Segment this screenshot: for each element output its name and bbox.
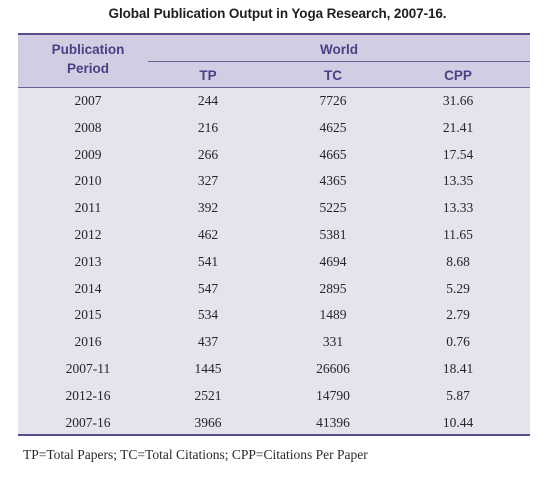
table-row: 2007-11 1445 26606 18.41 [18, 356, 530, 383]
cell-tp: 327 [197, 173, 219, 189]
cell-period: 2010 [74, 173, 102, 189]
cell-tc: 5225 [319, 200, 347, 216]
cell-period: 2013 [74, 253, 102, 269]
cell-tp: 392 [197, 200, 219, 216]
header-bottom-rule [18, 87, 530, 88]
header-world-underline [148, 61, 530, 62]
table-row: 2015 534 1489 2.79 [18, 302, 530, 329]
header-period-line1: Publication [51, 42, 125, 57]
table-row: 2011 392 5225 13.33 [18, 195, 530, 222]
cell-period: 2007-11 [65, 360, 111, 376]
cell-tp: 2521 [194, 387, 222, 403]
table-row: 2010 327 4365 13.35 [18, 168, 530, 195]
table-row: 2016 437 331 0.76 [18, 329, 530, 356]
cell-period: 2007-16 [65, 414, 111, 430]
cell-period: 2007 [74, 93, 102, 108]
header-world-group: World [320, 42, 358, 57]
cell-cpp: 2.79 [446, 307, 470, 323]
cell-period: 2012 [74, 226, 102, 242]
cell-tc: 2895 [319, 280, 347, 296]
cell-tc: 4694 [319, 253, 347, 269]
cell-tp: 541 [197, 253, 219, 269]
cell-tc: 7726 [319, 93, 347, 108]
cell-tc: 14790 [316, 387, 350, 403]
cell-cpp: 5.87 [446, 387, 470, 403]
header-tp: TP [199, 68, 217, 83]
table-row: 2007 244 7726 31.66 [18, 88, 530, 115]
cell-period: 2016 [74, 334, 102, 350]
cell-period: 2012-16 [65, 387, 111, 403]
cell-tc: 4665 [319, 146, 347, 162]
cell-cpp: 8.68 [446, 253, 470, 269]
table-top-rule [18, 33, 530, 35]
cell-tp: 437 [197, 334, 219, 350]
table-row: 2008 216 4625 21.41 [18, 115, 530, 142]
cell-tp: 3966 [194, 414, 222, 430]
cell-cpp: 17.54 [442, 146, 474, 162]
cell-period: 2008 [74, 119, 102, 135]
table-bottom-rule [18, 434, 530, 436]
table-body: 2007 244 7726 31.66 2008 216 4625 21.41 … [18, 88, 530, 436]
header-tc: TC [324, 68, 342, 83]
cell-tc: 5381 [319, 226, 347, 242]
cell-period: 2015 [74, 307, 102, 323]
table-row: 2012 462 5381 11.65 [18, 222, 530, 249]
publication-table: Publication Period World TP TC CPP 2007 … [18, 33, 530, 436]
header-cpp: CPP [444, 68, 472, 83]
cell-tp: 547 [197, 280, 219, 296]
cell-tp: 534 [197, 307, 219, 323]
cell-cpp: 0.76 [446, 334, 470, 350]
cell-period: 2009 [74, 146, 102, 162]
table-title: Global Publication Output in Yoga Resear… [108, 6, 447, 21]
cell-cpp: 11.65 [443, 226, 473, 242]
cell-tp: 266 [197, 146, 219, 162]
cell-period: 2014 [74, 280, 102, 296]
cell-tc: 26606 [316, 360, 350, 376]
cell-cpp: 18.41 [442, 360, 474, 376]
cell-cpp: 31.66 [442, 93, 474, 108]
cell-tp: 216 [197, 119, 219, 135]
table-header: Publication Period World TP TC CPP [18, 35, 530, 87]
cell-cpp: 13.35 [442, 173, 474, 189]
table-row: 2012-16 2521 14790 5.87 [18, 383, 530, 410]
cell-tp: 462 [197, 226, 219, 242]
table-row: 2009 266 4665 17.54 [18, 142, 530, 169]
cell-tc: 1489 [319, 307, 347, 323]
cell-tc: 4365 [319, 173, 347, 189]
cell-tp: 244 [197, 93, 219, 108]
cell-tp: 1445 [194, 360, 222, 376]
cell-cpp: 10.44 [442, 414, 474, 430]
cell-cpp: 5.29 [446, 280, 470, 296]
table-footnote: TP=Total Papers; TC=Total Citations; CPP… [23, 447, 368, 462]
cell-tc: 331 [322, 334, 344, 350]
table-row: 2013 541 4694 8.68 [18, 249, 530, 276]
table-row: 2007-16 3966 41396 10.44 [18, 410, 530, 437]
header-publication-period: Publication Period [18, 40, 158, 78]
cell-tc: 4625 [319, 119, 347, 135]
cell-tc: 41396 [316, 414, 350, 430]
cell-cpp: 21.41 [442, 119, 474, 135]
table-row: 2014 547 2895 5.29 [18, 276, 530, 303]
cell-period: 2011 [74, 200, 102, 216]
header-period-line2: Period [66, 61, 109, 76]
cell-cpp: 13.33 [442, 200, 474, 216]
